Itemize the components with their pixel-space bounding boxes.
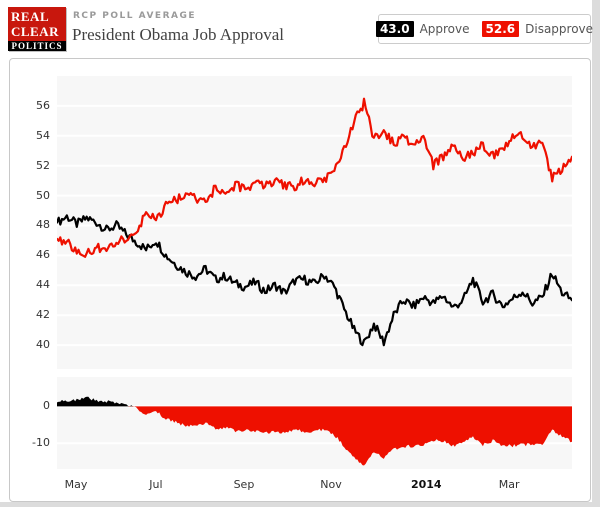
spread-positive-area [57, 396, 572, 407]
ytick-52: 52 [36, 158, 50, 172]
ytick-48: 48 [36, 218, 50, 232]
disapprove-label: Disapprove [525, 22, 594, 36]
legend: 43.0 Approve 52.6 Disapprove [375, 14, 594, 44]
xtick-2014: 2014 [410, 478, 442, 491]
ytick-50: 50 [36, 188, 50, 202]
logo-red-block: REAL CLEAR [8, 7, 66, 41]
kicker-rcp-poll-average: RCP POLL AVERAGE [73, 11, 197, 21]
ytick-54: 54 [36, 128, 50, 142]
disapprove-line [55, 97, 574, 258]
main-plot-svg [55, 97, 574, 347]
logo-line-real: REAL [11, 9, 50, 24]
ytick-spread--10: -10 [32, 436, 50, 450]
xtick-Sep: Sep [233, 478, 255, 491]
page-title[interactable]: President Obama Job Approval [72, 25, 284, 44]
xtick-Nov: Nov [320, 478, 342, 491]
logo-line-clear: CLEAR [11, 24, 60, 39]
disapprove-value-badge: 52.6 [481, 21, 520, 37]
approve-label: Approve [419, 22, 470, 36]
realclearpolitics-logo[interactable]: REAL CLEAR POLITICS [8, 7, 66, 51]
ytick-46: 46 [36, 248, 50, 262]
xtick-Jul: Jul [149, 478, 163, 491]
xtick-Mar: Mar [498, 478, 520, 491]
approve-value-badge: 43.0 [375, 21, 414, 37]
approve-line [55, 214, 574, 347]
lower-plot-svg [57, 396, 572, 466]
ytick-42: 42 [36, 308, 50, 322]
chart-container: 56 54 52 50 48 46 44 42 40 0 -10 May Jul Sep Nov 2014 Ma… [9, 58, 591, 502]
spread-negative-area [57, 406, 572, 466]
approval-line-chart [55, 76, 574, 369]
logo-line-politics: POLITICS [8, 41, 66, 51]
ytick-56: 56 [36, 98, 50, 112]
ytick-40: 40 [36, 338, 50, 352]
spread-area-chart [57, 377, 572, 469]
ytick-spread-0: 0 [43, 399, 50, 413]
ytick-44: 44 [36, 278, 50, 292]
xtick-May: May [64, 478, 88, 491]
